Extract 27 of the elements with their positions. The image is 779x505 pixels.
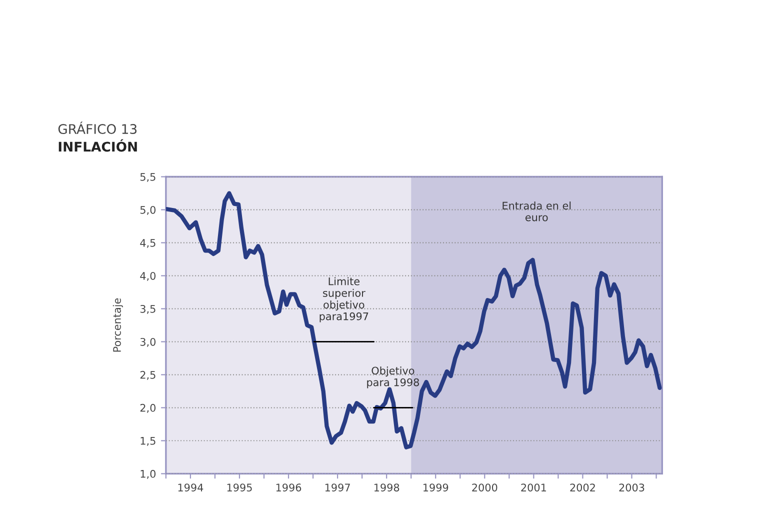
y-tick-label: 3,0 (140, 338, 156, 347)
x-tick-label: 1994 (178, 484, 204, 492)
y-axis-title: Porcentaje (112, 298, 123, 352)
y-tick-label: 4,0 (140, 272, 156, 281)
chart-subtitle: INFLACIÓN (58, 139, 137, 152)
y-tick-label: 5,5 (140, 173, 156, 182)
x-tick-label: 1996 (276, 484, 302, 492)
y-tick-label: 2,0 (140, 404, 156, 413)
y-tick-label: 1,0 (140, 470, 156, 479)
x-tick-label: 1999 (424, 484, 448, 492)
annotation: Objetivo para 1998 (367, 366, 419, 388)
line-series (166, 191, 662, 450)
x-tick-label: 2001 (521, 484, 546, 492)
annotation: Limite superior objetivo para1997 (320, 277, 368, 322)
x-tick-label: 1998 (374, 484, 400, 492)
y-tick-label: 1,5 (140, 437, 156, 446)
x-tick-label: 1997 (325, 484, 350, 492)
x-tick-label: 2003 (619, 484, 644, 492)
y-tick-label: 3,5 (140, 304, 156, 314)
y-tick-label: 2,5 (140, 370, 156, 380)
x-tick-label: 1995 (227, 484, 252, 492)
chart-title: GRÁFICO 13 (58, 122, 137, 134)
band-label: Entrada en el euro (502, 202, 571, 222)
x-tick-label: 2002 (570, 484, 595, 492)
x-tick-label: 2000 (472, 484, 498, 492)
y-tick-label: 5,0 (140, 206, 156, 215)
y-tick-label: 4,5 (140, 239, 156, 248)
